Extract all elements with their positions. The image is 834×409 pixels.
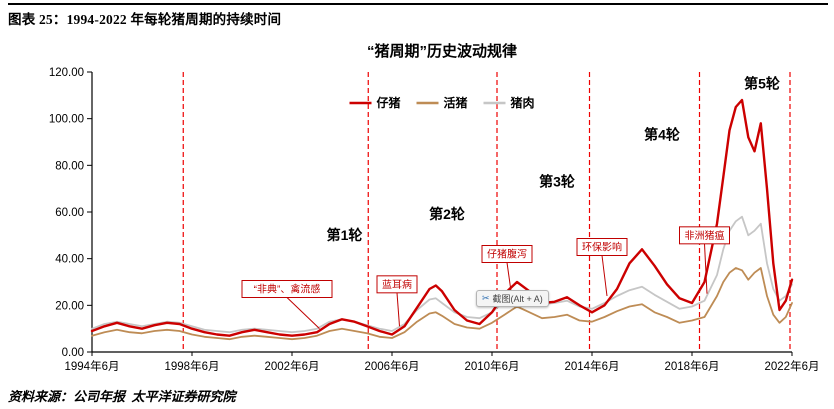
scissors-icon: ✂: [482, 293, 490, 303]
figure-caption: 图表 25：1994-2022 年每轮猪周期的持续时间: [8, 12, 282, 27]
event-label: 蓝耳病: [382, 278, 412, 291]
event-label: “非典”、禽流感: [254, 283, 321, 296]
header-rule: [8, 3, 828, 5]
x-tick-label: 2006年6月: [365, 359, 420, 373]
legend-label-活猪: 活猪: [444, 95, 468, 110]
event-label: 仔猪腹泻: [487, 248, 527, 261]
x-tick-label: 2022年6月: [765, 359, 820, 373]
x-tick-label: 1998年6月: [165, 359, 220, 373]
y-tick-label: 120.00: [49, 67, 84, 79]
event-leader-line: [704, 243, 708, 294]
cycle-label: 第1轮: [327, 227, 363, 243]
y-tick-label: 40.00: [55, 254, 84, 266]
snip-label: 截图(Alt + A): [492, 294, 543, 304]
event-label: 环保影响: [582, 241, 622, 254]
x-tick-label: 1994年6月: [65, 359, 120, 373]
event-leader-line: [286, 297, 320, 330]
y-tick-label: 80.00: [55, 160, 84, 172]
event-box: [376, 275, 418, 294]
cycle-label: 第2轮: [429, 206, 465, 222]
event-box: [241, 280, 333, 298]
event-leader-line: [396, 292, 400, 327]
y-tick-label: 100.00: [49, 114, 84, 126]
x-tick-label: 2002年6月: [265, 359, 320, 373]
event-box: [679, 226, 730, 245]
y-tick-label: 20.00: [55, 300, 84, 312]
cycle-label: 第4轮: [644, 127, 680, 143]
cycle-label: 第3轮: [539, 173, 575, 189]
x-tick-label: 2018年6月: [665, 359, 720, 373]
screenshot-tooltip[interactable]: ✂ 截图(Alt + A): [476, 290, 549, 307]
series-line-活猪: [91, 267, 793, 341]
legend-label-仔猪: 仔猪: [377, 95, 401, 110]
chart-title: “猪周期”历史波动规律: [366, 43, 517, 60]
legend-label-猪肉: 猪肉: [510, 95, 535, 110]
y-tick-label: 60.00: [55, 207, 84, 219]
source-note: 资料来源：公司年报 太平洋证券研究院: [8, 389, 236, 404]
x-tick-label: 2010年6月: [465, 359, 520, 373]
event-box: [481, 245, 533, 263]
x-tick-label: 2014年6月: [565, 359, 620, 373]
event-label: 非洲猪瘟: [685, 229, 725, 242]
event-leader-line: [601, 255, 608, 297]
series-line-仔猪: [90, 98, 794, 337]
y-tick-label: 0.00: [62, 347, 84, 359]
cycle-label: 第5轮: [744, 75, 780, 91]
event-box: [576, 238, 628, 256]
